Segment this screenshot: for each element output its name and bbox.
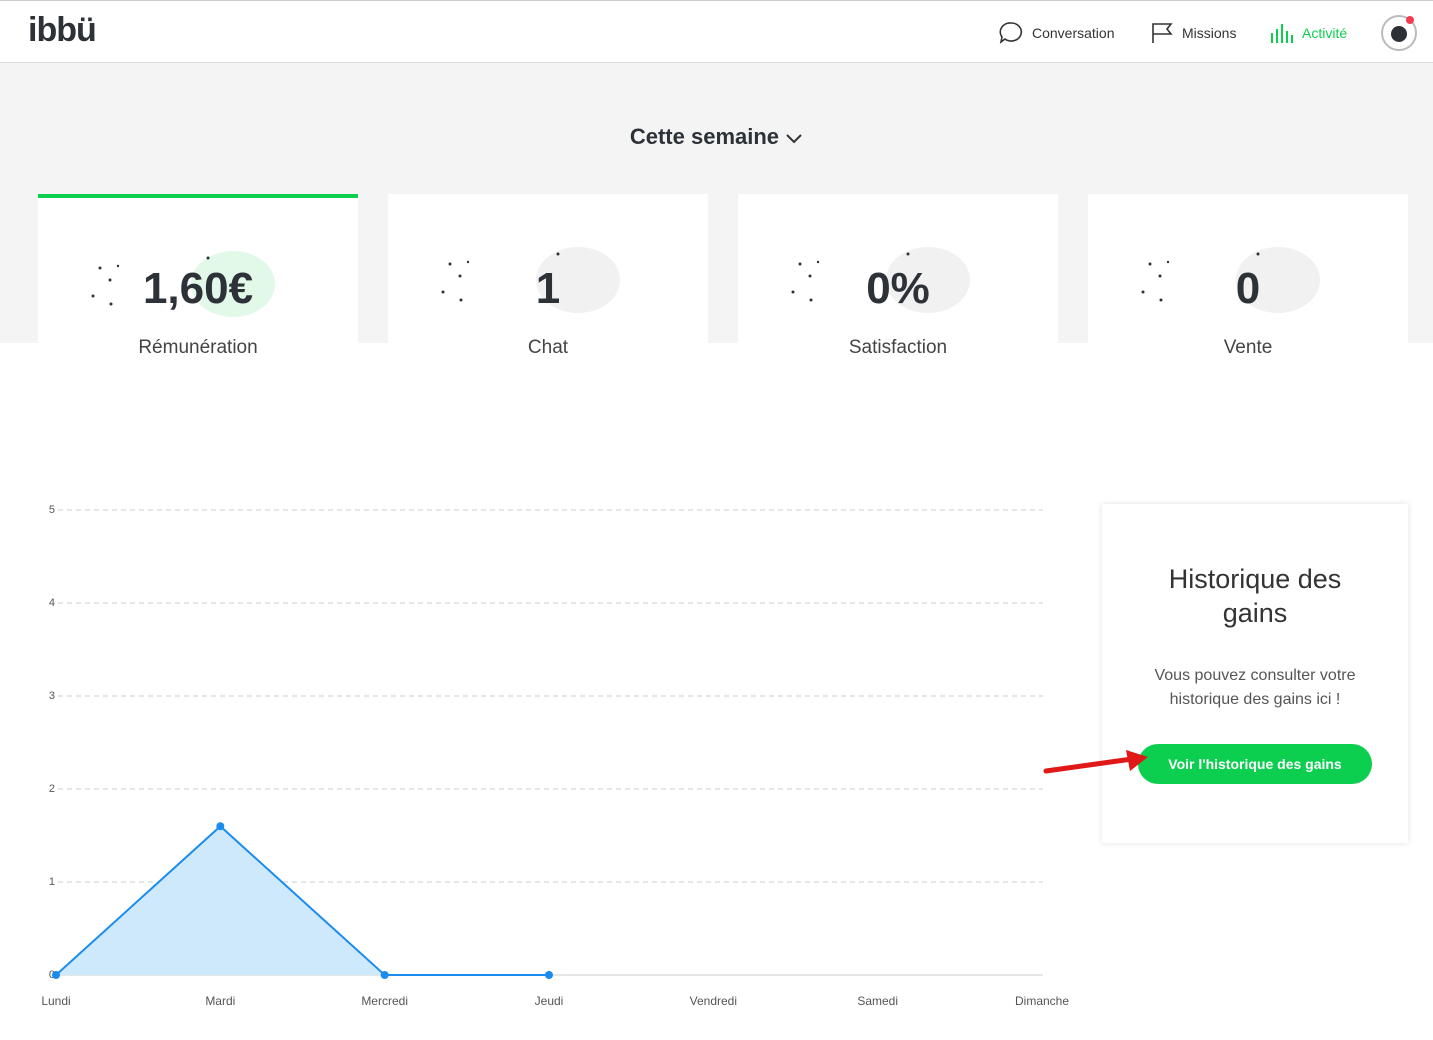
point [380, 971, 389, 979]
nav-conversation[interactable]: Conversation [1032, 25, 1115, 41]
stat-card [38, 194, 358, 343]
y-tick-label: 1 [49, 876, 55, 888]
x-tick-label: Vendredi [690, 994, 737, 1008]
x-tick-label: Mardi [205, 994, 235, 1008]
stat-label: Chat [527, 337, 569, 358]
period-select[interactable]: Cette semaine [0, 124, 1433, 150]
stat-card [738, 194, 1058, 343]
stat-value: 1,60€ [142, 264, 254, 313]
nav-missions[interactable]: Missions [1182, 25, 1237, 41]
x-tick-label: Samedi [857, 994, 898, 1008]
chat-icon [999, 22, 1023, 44]
stat-label: Satisfaction [848, 337, 948, 358]
x-tick-label: Dimanche [1015, 994, 1069, 1008]
card-decoration [791, 247, 970, 313]
line [55, 824, 549, 976]
y-tick-label: 3 [49, 690, 55, 702]
stat-value: 1 [535, 264, 561, 313]
stat-card [388, 194, 708, 343]
history-button[interactable]: Voir l'historique des gains [1138, 744, 1372, 784]
x-tick-label: Jeudi [535, 994, 564, 1008]
area [56, 826, 549, 975]
chevron [786, 134, 802, 144]
flag-icon [1152, 23, 1173, 43]
y-tick-label: 4 [49, 597, 55, 609]
point [216, 822, 225, 831]
panel-title: Historique des gains [1168, 564, 1342, 628]
stat-value: 0 [1235, 264, 1261, 313]
y-tick-label: 5 [49, 504, 55, 516]
stat-card [1088, 194, 1408, 343]
point [52, 971, 60, 979]
card-decoration [91, 251, 275, 317]
stat-value: 0% [866, 264, 930, 313]
panel-text: Vous pouvez consulter votre historique d… [1154, 667, 1356, 708]
stat-label: Rémunération [138, 337, 258, 358]
x-tick-label: Mercredi [361, 994, 408, 1008]
card-decoration [441, 247, 620, 313]
point [545, 971, 553, 979]
nav-activite[interactable]: Activité [1302, 25, 1348, 41]
earnings-panel: Historique des gains Vous pouvez consult… [1102, 504, 1408, 843]
logo[interactable]: ibbü [28, 11, 97, 49]
activity-icon [1271, 24, 1293, 43]
avatar[interactable] [1380, 14, 1418, 52]
stat-label: Vente [1223, 337, 1273, 358]
period-label[interactable]: Cette semaine [629, 124, 780, 149]
y-tick-label: 0 [49, 969, 55, 981]
header: ibbü Conversation Missions Activité [0, 0, 1433, 63]
x-tick-label: Lundi [41, 994, 70, 1008]
y-tick-label: 2 [49, 783, 55, 795]
card-decoration [1141, 247, 1320, 313]
